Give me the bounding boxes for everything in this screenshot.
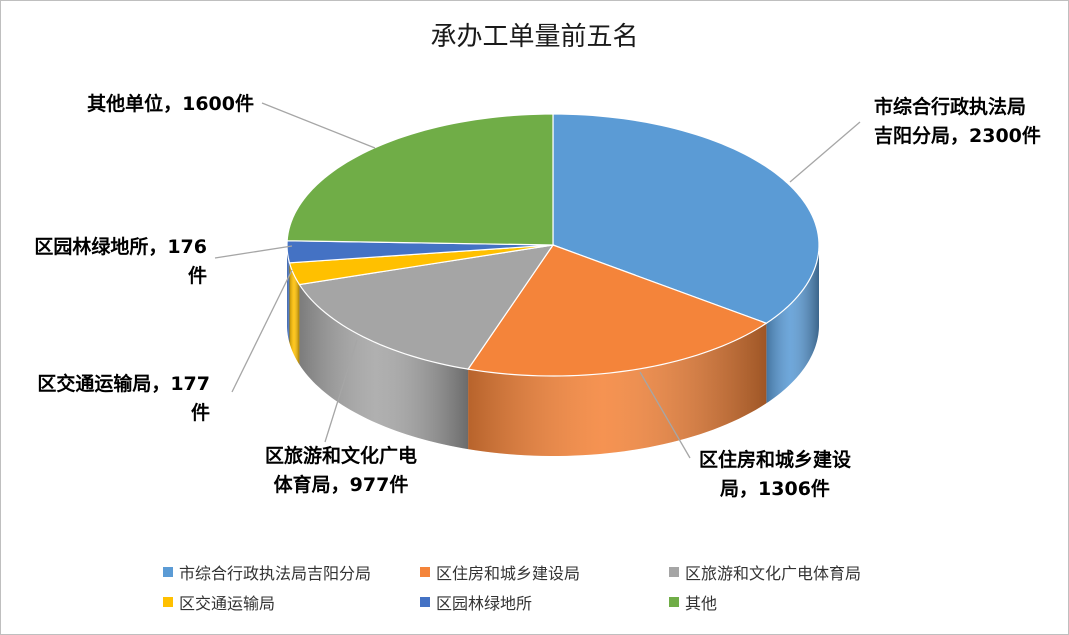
leader-line-3 (231, 269, 293, 393)
leader-line-4 (214, 245, 293, 259)
legend-item-1: 区住房和城乡建设局 (420, 560, 580, 584)
leader-line-0 (789, 121, 861, 183)
slice-side-shade-2 (299, 284, 469, 450)
data-label-2-0: 区旅游和文化广电 (265, 444, 417, 467)
slice-side-shade-0 (766, 245, 819, 404)
leader-line-2 (324, 339, 358, 443)
data-label-3-0: 区交通运输局，177 (37, 372, 210, 395)
slice-4[interactable] (286, 240, 554, 264)
slice-3[interactable] (288, 244, 554, 286)
legend-item-4: 区园林绿地所 (420, 590, 532, 614)
data-label-0-0: 市综合行政执法局 (874, 95, 1026, 118)
legend-swatch-1 (420, 567, 430, 577)
data-label-2-1: 体育局，977件 (274, 473, 409, 496)
legend-item-3: 区交通运输局 (163, 590, 275, 614)
legend-swatch-5 (669, 597, 679, 607)
data-label-1-0: 区住房和城乡建设 (699, 448, 851, 471)
slice-5[interactable] (286, 113, 554, 246)
data-label-4-0: 区园林绿地所，176 (34, 235, 207, 258)
legend-label-3: 区交通运输局 (179, 594, 276, 613)
legend-label-4: 区园林绿地所 (436, 594, 533, 613)
slice-1[interactable] (467, 244, 768, 377)
data-label-5-0: 其他单位，1600件 (87, 92, 254, 115)
legend-swatch-3 (163, 597, 173, 607)
legend-swatch-0 (163, 567, 173, 577)
chart-title: 承办工单量前五名 (430, 22, 639, 52)
data-label-0-1: 吉阳分局，2300件 (874, 124, 1041, 147)
legend-item-0: 市综合行政执法局吉阳分局 (163, 560, 371, 584)
slice-2[interactable] (298, 244, 555, 370)
slice-side-shade-3 (289, 262, 300, 365)
slice-0[interactable] (552, 113, 820, 324)
legend-label-2: 区旅游和文化广电体育局 (685, 564, 862, 583)
data-label-3-1: 件 (191, 401, 210, 424)
legend-item-2: 区旅游和文化广电体育局 (669, 560, 861, 584)
data-label-1-1: 局，1306件 (720, 477, 830, 500)
leader-line-5 (261, 102, 376, 149)
legend-label-1: 区住房和城乡建设局 (436, 564, 581, 583)
data-label-4-1: 件 (188, 264, 207, 287)
legend-label-0: 市综合行政执法局吉阳分局 (179, 564, 372, 583)
leader-line-1 (639, 371, 691, 459)
slice-side-shade-4 (287, 245, 290, 343)
legend-swatch-4 (420, 597, 430, 607)
slice-side-shade-1 (468, 323, 767, 456)
legend-item-5: 其他 (669, 590, 717, 614)
legend-swatch-2 (669, 567, 679, 577)
legend-label-5: 其他 (685, 594, 718, 613)
